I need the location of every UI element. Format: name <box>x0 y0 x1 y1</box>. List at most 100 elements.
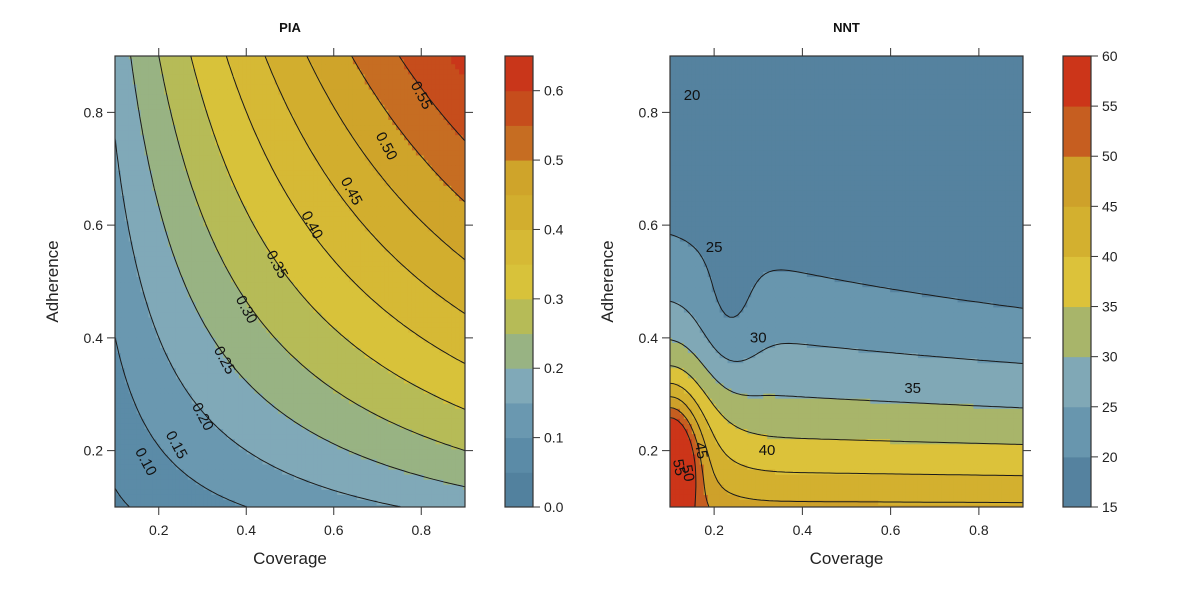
contour-cell <box>278 240 283 247</box>
contour-cell <box>227 453 232 460</box>
contour-cell <box>301 266 307 272</box>
contour-cell <box>415 342 421 348</box>
contour-cell <box>447 433 452 440</box>
contour-cell <box>345 458 350 465</box>
contour-cell <box>404 347 409 354</box>
contour-cell <box>254 311 260 318</box>
contour-cell <box>227 463 232 470</box>
contour-cell <box>164 468 169 475</box>
contour-cell <box>183 504 189 507</box>
contour-cell <box>140 382 146 389</box>
contour-cell <box>431 392 437 399</box>
contour-cell <box>183 266 189 272</box>
contour-cell <box>234 291 240 298</box>
contour-cell <box>258 311 264 318</box>
contour-cell <box>115 428 118 435</box>
contour-cell <box>411 463 417 470</box>
contour-cell <box>325 286 330 293</box>
contour-cell <box>164 367 169 374</box>
contour-cell <box>250 372 256 379</box>
contour-cell <box>187 504 193 507</box>
contour-cell <box>270 240 275 247</box>
contour-cell <box>356 311 362 318</box>
contour-cell <box>297 230 303 237</box>
contour-cell <box>392 448 397 455</box>
contour-cell <box>404 453 409 460</box>
contour-cell <box>172 357 177 364</box>
contour-cell <box>290 276 295 283</box>
contour-cell <box>321 316 326 323</box>
contour-cell <box>168 418 173 424</box>
contour-cell <box>246 327 252 333</box>
contour-cell <box>301 489 307 495</box>
contour-cell <box>388 489 393 495</box>
contour-cell <box>168 342 173 348</box>
contour-cell <box>164 276 169 283</box>
contour-cell <box>250 230 256 237</box>
contour-cell <box>152 433 157 440</box>
contour-cell <box>392 443 397 450</box>
contour-cell <box>116 362 122 369</box>
contour-cell <box>179 433 185 440</box>
contour-cell <box>144 296 150 303</box>
contour-cell <box>160 261 165 267</box>
contour-cell <box>317 256 323 262</box>
contour-cell <box>227 256 232 262</box>
contour-cell <box>128 463 134 470</box>
contour-cell <box>160 306 165 313</box>
contour-cell <box>254 423 260 430</box>
contour-cell <box>128 428 134 435</box>
contour-cell <box>345 286 350 293</box>
contour-cell <box>282 362 287 369</box>
contour-cell <box>120 261 126 267</box>
contour-cell <box>309 352 315 359</box>
contour-cell <box>293 499 299 506</box>
contour-cell <box>372 448 378 455</box>
contour-cell <box>400 377 405 384</box>
contour-cell <box>407 342 413 348</box>
contour-cell <box>238 347 244 354</box>
contour-cell <box>325 489 330 495</box>
contour-cell <box>132 276 138 283</box>
contour-cell <box>203 286 209 293</box>
contour-cell <box>140 271 146 278</box>
contour-cell <box>459 418 464 424</box>
contour-cell <box>400 276 405 283</box>
contour-cell <box>262 403 267 409</box>
contour-cell <box>148 362 153 369</box>
contour-cell <box>199 413 205 419</box>
contour-cell <box>262 357 267 364</box>
contour-cell <box>183 261 189 267</box>
contour-cell <box>219 296 224 303</box>
contour-cell <box>152 271 157 278</box>
contour-cell <box>140 281 146 288</box>
contour-cell <box>282 246 287 252</box>
contour-cell <box>372 276 378 283</box>
contour-cell <box>329 266 334 272</box>
contour-cell <box>223 367 228 374</box>
contour-cell <box>333 474 338 480</box>
contour-cell <box>219 458 224 465</box>
contour-cell <box>183 251 189 257</box>
contour-cell <box>234 453 240 460</box>
contour-cell <box>356 438 362 445</box>
contour-cell <box>463 347 465 354</box>
contour-cell <box>317 357 323 364</box>
contour-cell <box>345 377 350 384</box>
contour-cell <box>360 332 366 338</box>
contour-cell <box>274 342 279 348</box>
contour-cell <box>459 367 464 374</box>
contour-cell <box>404 235 409 242</box>
contour-cell <box>293 458 299 465</box>
contour-cell <box>246 372 252 379</box>
contour-cell <box>348 474 354 480</box>
contour-cell <box>175 281 181 288</box>
contour-cell <box>317 327 323 333</box>
contour-cell <box>396 352 401 359</box>
contour-cell <box>376 448 382 455</box>
contour-cell <box>368 337 374 343</box>
contour-cell <box>227 499 232 506</box>
contour-cell <box>360 484 366 490</box>
contour-cell <box>463 357 465 364</box>
contour-cell <box>231 474 236 480</box>
